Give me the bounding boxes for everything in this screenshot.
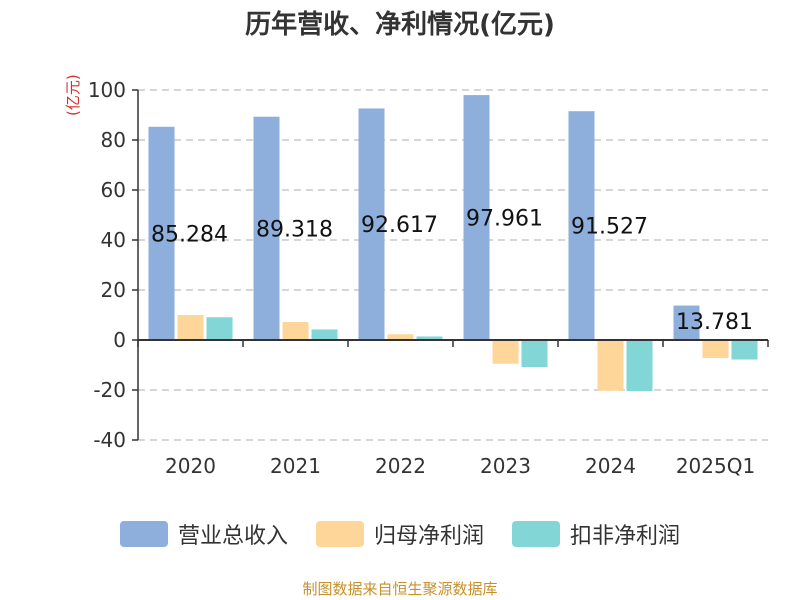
data-label: 97.961	[466, 207, 543, 232]
bar-归母净利润-2022	[387, 334, 414, 340]
bar-扣非净利润-2024	[626, 340, 653, 391]
legend-label-revenue: 营业总收入	[177, 524, 288, 549]
data-label: 92.617	[361, 213, 438, 238]
data-label: 85.284	[151, 222, 228, 247]
x-tick-label: 2021	[270, 454, 321, 478]
x-tick-label: 2024	[585, 454, 636, 478]
bar-归母净利润-2023	[492, 340, 519, 364]
legend-swatch-net-profit	[315, 521, 364, 547]
x-tick-label: 2022	[375, 454, 426, 478]
data-label: 89.318	[256, 217, 333, 242]
bar-归母净利润-2024	[597, 340, 624, 391]
y-tick-label: 80	[101, 128, 126, 152]
bar-营业总收入-2022	[358, 108, 385, 341]
bar-营业总收入-2024	[568, 111, 595, 341]
bar-归母净利润-2021	[282, 322, 309, 340]
bar-扣非净利润-2025Q1	[731, 340, 758, 360]
x-tick-label: 2023	[480, 454, 531, 478]
y-tick-label: -40	[93, 428, 126, 452]
bar-营业总收入-2023	[463, 95, 490, 340]
bar-扣非净利润-2021	[311, 329, 338, 340]
bar-营业总收入-2021	[253, 116, 280, 340]
bar-扣非净利润-2022	[416, 336, 443, 340]
data-source-note: 制图数据来自恒生聚源数据库	[302, 580, 498, 598]
y-tick-label: 60	[101, 178, 126, 202]
bar-扣非净利润-2020	[206, 317, 233, 340]
bar-归母净利润-2025Q1	[702, 340, 729, 358]
bar-营业总收入-2025Q1	[673, 305, 700, 340]
chart-title: 历年营收、净利情况(亿元)	[245, 10, 555, 40]
y-tick-label: 40	[101, 228, 126, 252]
data-label: 91.527	[571, 215, 648, 240]
y-tick-label: 20	[101, 278, 126, 302]
legend-label-deducted-profit: 扣非净利润	[570, 524, 681, 549]
bar-营业总收入-2020	[148, 126, 175, 340]
bar-扣非净利润-2023	[521, 340, 548, 367]
legend-swatch-revenue	[119, 521, 168, 547]
x-tick-label: 2025Q1	[676, 454, 755, 478]
bar-归母净利润-2020	[177, 315, 204, 340]
legend-item-deducted-profit[interactable]: 扣非净利润	[512, 518, 680, 550]
y-tick-label: 100	[88, 78, 126, 102]
legend-item-revenue[interactable]: 营业总收入	[119, 518, 288, 550]
x-tick-label: 2020	[165, 454, 216, 478]
data-label: 13.781	[676, 310, 753, 335]
y-tick-label: 0	[113, 328, 126, 352]
legend-label-net-profit: 归母净利润	[373, 524, 484, 549]
legend-item-net-profit[interactable]: 归母净利润	[315, 518, 484, 550]
legend: 营业总收入 归母净利润 扣非净利润	[0, 518, 800, 550]
legend-swatch-deducted-profit	[512, 521, 560, 547]
y-tick-label: -20	[93, 378, 126, 402]
